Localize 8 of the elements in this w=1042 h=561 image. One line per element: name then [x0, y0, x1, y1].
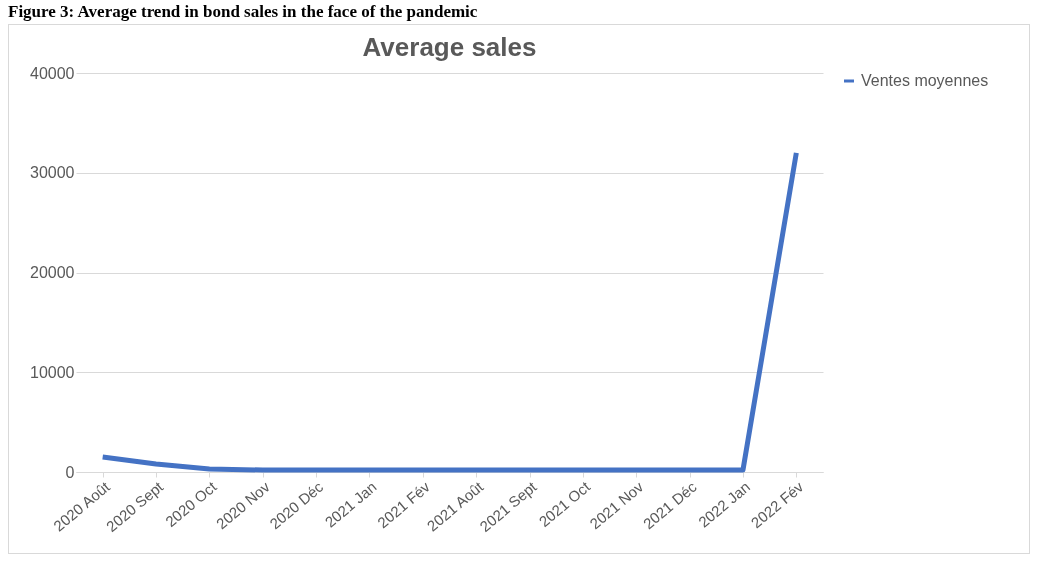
y-tick-label: 0: [65, 463, 75, 481]
y-tick-label: 40000: [30, 64, 75, 82]
caption: Figure 3: Average trend in bond sales in the face of the pandemic: [7, 1, 479, 22]
y-tick-label: 20000: [30, 264, 75, 281]
legend-label: Ventes moyennes: [861, 72, 989, 89]
y-tick-label: 10000: [30, 363, 75, 381]
y-tick-label: 30000: [30, 164, 75, 182]
chart-title: Average sales: [362, 32, 537, 62]
